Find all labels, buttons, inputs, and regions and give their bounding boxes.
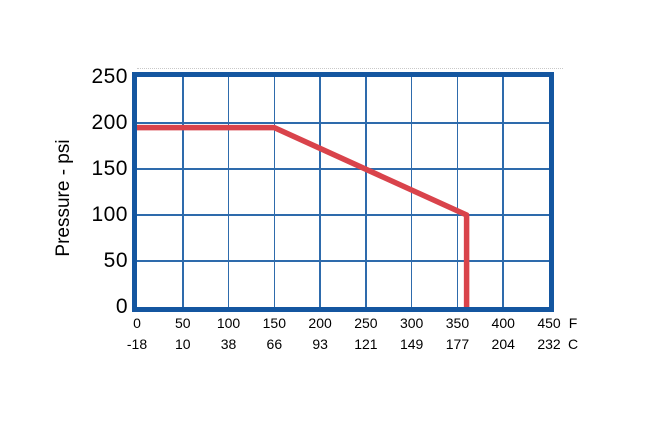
x-tick-label-c: -18	[126, 336, 148, 352]
x-tick-label-f: 450	[537, 315, 561, 331]
horizontal-gridline	[137, 214, 549, 216]
x-tick-label-f: 400	[491, 315, 515, 331]
fahrenheit-unit-label: F	[568, 315, 578, 331]
x-tick-label-f: 0	[133, 315, 141, 331]
celsius-unit-label: C	[567, 336, 579, 352]
x-tick-label-c: 177	[445, 336, 470, 352]
x-tick-label-c: 38	[220, 336, 237, 352]
vertical-gridline	[365, 77, 367, 307]
plot-area	[132, 72, 554, 312]
vertical-gridline	[273, 77, 276, 307]
line-layer	[137, 124, 470, 307]
horizontal-gridline	[137, 122, 549, 124]
y-tick-label: 100	[91, 203, 128, 226]
x-tick-label-c: 93	[312, 336, 328, 352]
x-tick-label-c: 149	[399, 336, 424, 352]
x-tick-label-f: 350	[445, 315, 470, 331]
x-tick-label-f: 300	[399, 315, 424, 331]
vertical-gridline	[502, 77, 504, 307]
x-tick-label-c: 121	[354, 336, 378, 352]
y-tick-label: 250	[91, 65, 128, 88]
x-tick-label-f: 200	[308, 315, 332, 331]
y-tick-label: 150	[91, 157, 128, 180]
horizontal-gridline	[137, 168, 549, 170]
x-tick-label-f: 150	[262, 315, 286, 331]
y-tick-label: 50	[103, 249, 128, 272]
x-tick-label-c: 66	[266, 336, 283, 352]
vertical-gridline	[182, 77, 184, 307]
faint-dotted-line	[137, 68, 563, 69]
x-tick-label-c: 10	[174, 336, 191, 352]
x-tick-label-f: 50	[174, 315, 191, 331]
y-tick-label: 200	[91, 111, 128, 134]
pressure-line	[137, 124, 470, 307]
x-tick-label-c: 232	[537, 336, 561, 352]
x-tick-label-c: 204	[491, 336, 515, 352]
x-tick-label-f: 250	[354, 315, 378, 331]
x-tick-label-f: 100	[216, 315, 241, 331]
y-tick-label: 0	[115, 295, 128, 318]
vertical-gridline	[227, 77, 230, 307]
vertical-gridline	[319, 77, 321, 307]
vertical-gridline	[456, 77, 459, 307]
horizontal-gridline	[137, 260, 549, 262]
